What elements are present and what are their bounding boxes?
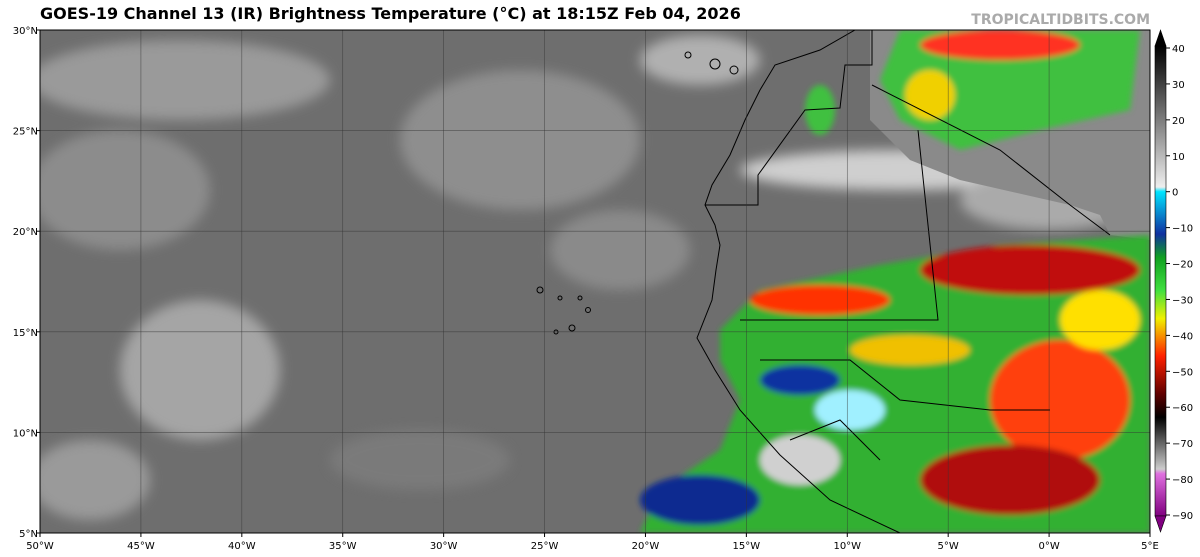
lat-tick-label: 5°N [19,529,38,540]
lat-tick-label: 20°N [13,227,38,238]
lon-tick-label: 50°W [26,541,54,552]
colorbar-tick-label: −70 [1172,439,1193,450]
map-frame [39,29,1151,534]
colorbar-tick-label: 10 [1172,152,1185,163]
colorbar-ramp [1154,45,1167,517]
title: GOES-19 Channel 13 (IR) Brightness Tempe… [40,4,741,23]
colorbar-tick-label: 20 [1172,116,1185,127]
lon-tick-label: 0°W [1038,541,1059,552]
lat-tick-label: 25°N [13,127,38,138]
colorbar-tick-label: −40 [1172,331,1193,342]
satellite-imagery [40,30,1150,533]
lon-tick-label: 30°W [430,541,458,552]
lon-tick-label: 25°W [531,541,559,552]
lon-tick-label: 45°W [127,541,155,552]
colorbar-tick-label: −50 [1172,367,1193,378]
lon-tick-label: 10°W [833,541,861,552]
lon-tick-label: 15°W [733,541,761,552]
lon-tick-label: 20°W [632,541,660,552]
colorbar [1154,29,1167,533]
colorbar-ticks: 40 30 20 10 0 −10 −20 −30 −40 −50 −60 −70 −80 −90 [1166,44,1193,522]
colorbar-tick-label: −80 [1172,475,1193,486]
lon-tick-label: 5°W [938,541,959,552]
watermark: TROPICALTIDBITS.COM [971,12,1150,28]
colorbar-tick-label: −10 [1172,224,1193,235]
islands [536,51,739,335]
lon-tick-label: 5°E [1141,541,1159,552]
colorbar-tick-label: 30 [1172,80,1185,91]
coastline [696,30,901,533]
colorbar-tick-label: −60 [1172,403,1193,414]
border [740,84,1111,321]
colorbar-tick-label: −30 [1172,295,1193,306]
border [705,30,873,206]
lon-tick-label: 35°W [329,541,357,552]
colorbar-tick-label: 40 [1172,44,1185,55]
lat-tick-label: 10°N [13,428,38,439]
lon-tick-label: 40°W [228,541,256,552]
colorbar-tick-label: 0 [1172,188,1178,199]
colorbar-extend-bottom [1154,515,1167,533]
colorbar-tick-label: −90 [1172,511,1193,522]
colorbar-tick-label: −20 [1172,260,1193,271]
lat-tick-label: 15°N [13,328,38,339]
colorbar-extend-top [1154,29,1167,47]
border [760,359,1050,461]
lat-tick-label: 30°N [13,26,38,37]
